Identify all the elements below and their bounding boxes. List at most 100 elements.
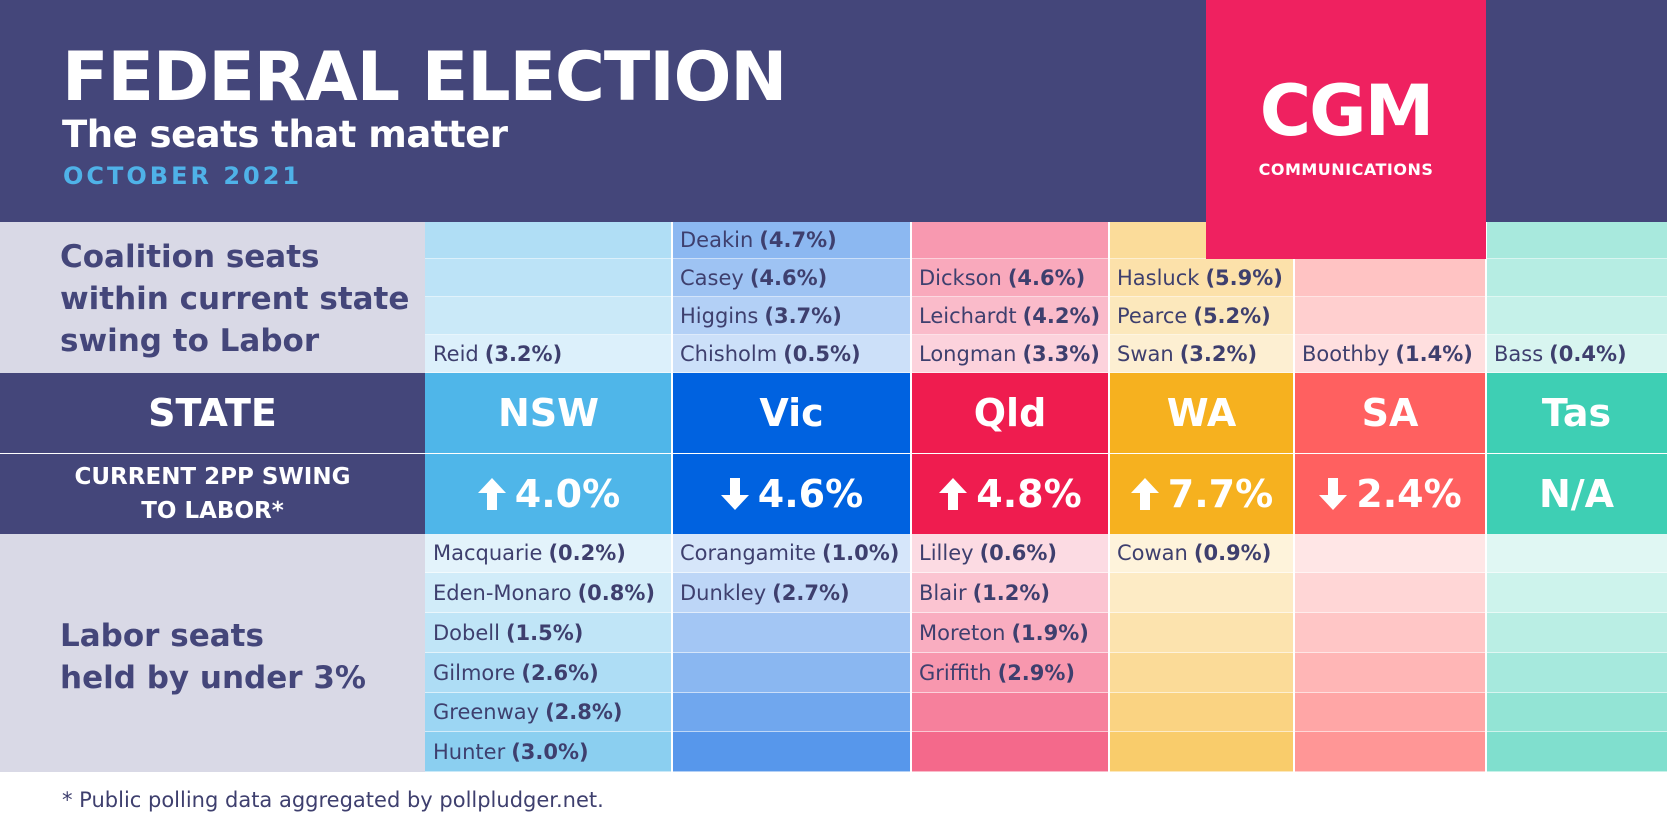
arrow-down-icon (1318, 477, 1348, 511)
page-title: FEDERAL ELECTION (62, 38, 787, 117)
arrow-up-icon (477, 477, 507, 511)
labor-seat-cell (1486, 573, 1667, 613)
coalition-seat-cell: Dickson (4.6%) (911, 259, 1109, 297)
seat-margin: (2.8%) (545, 700, 623, 724)
labor-seat-cell: Hunter (3.0%) (425, 732, 672, 772)
coalition-seat-cell: Casey (4.6%) (672, 259, 911, 297)
arrow-up-icon (938, 477, 968, 511)
seat-name: Casey (680, 265, 744, 290)
column-divider (910, 222, 912, 772)
coalition-seat-cell (1486, 259, 1667, 297)
labor-seat-cell: Cowan (0.9%) (1109, 534, 1294, 573)
seat-name: Blair (919, 580, 967, 605)
labor-seat-cell (1486, 732, 1667, 772)
state-row-label: STATE (0, 373, 425, 453)
seat-name: Boothby (1302, 341, 1390, 366)
seat-margin: (5.2%) (1193, 303, 1271, 328)
labor-seat-cell (672, 732, 911, 772)
labor-seat-cell (1486, 693, 1667, 732)
labor-seat-cell (1486, 534, 1667, 573)
coalition-seat-cell (425, 222, 672, 259)
labor-seat-cell (911, 693, 1109, 732)
swing-value: N/A (1538, 472, 1615, 516)
coalition-seats-label: Coalition seats within current state swi… (60, 239, 410, 359)
labor-seat-cell (1294, 732, 1486, 772)
column-divider (1293, 222, 1295, 772)
column-divider (1108, 222, 1110, 772)
seat-name: Dickson (919, 265, 1002, 290)
seat-name: Corangamite (680, 541, 816, 565)
seat-margin: (3.3%) (1022, 341, 1100, 366)
coalition-seat-cell (1486, 297, 1667, 335)
labor-seat-cell (1109, 653, 1294, 693)
labor-seat-cell (1109, 732, 1294, 772)
footnote: * Public polling data aggregated by poll… (62, 788, 604, 812)
seat-margin: (2.6%) (521, 660, 599, 685)
arrow-down-icon (720, 477, 750, 511)
seat-name: Moreton (919, 620, 1006, 645)
state-column-wa: Hasluck (5.9%) Pearce (5.2%) Swan (3.2%) WA 7.7… (1109, 222, 1294, 772)
seat-name: Cowan (1117, 541, 1188, 565)
seat-margin: (3.2%) (484, 341, 563, 366)
seat-margin: (0.4%) (1549, 341, 1627, 366)
swing-value-cell: 4.0% (425, 454, 672, 534)
labor-seat-cell: Moreton (1.9%) (911, 613, 1109, 653)
seat-margin: (1.9%) (1011, 620, 1089, 645)
seat-name: Hasluck (1117, 265, 1200, 290)
seat-name: Dunkley (680, 580, 767, 605)
state-column-sa: Boothby (1.4%) SA 2.4% (1294, 222, 1486, 772)
seat-name: Higgins (680, 303, 759, 328)
state-column-nsw: Reid (3.2%) NSW 4.0% Macquarie (0.2%) Eden-Mon… (425, 222, 672, 772)
seat-name: Greenway (433, 700, 540, 724)
page-subtitle: The seats that matter (62, 113, 508, 156)
seat-name: Lilley (919, 541, 974, 565)
seat-margin: (3.7%) (764, 303, 842, 328)
report-date: OCTOBER 2021 (63, 162, 303, 190)
coalition-seat-cell: Longman (3.3%) (911, 335, 1109, 373)
labor-seat-cell (1294, 693, 1486, 732)
state-name: NSW (425, 373, 672, 453)
coalition-seat-cell (911, 222, 1109, 259)
seat-name: Eden-Monaro (433, 580, 572, 605)
coalition-seat-cell: Boothby (1.4%) (1294, 335, 1486, 373)
labor-label-cell: Labor seats held by under 3% (0, 534, 425, 772)
state-name: Tas (1486, 373, 1667, 453)
state-name: Vic (672, 373, 911, 453)
column-divider (1485, 222, 1487, 772)
seat-margin: (1.0%) (821, 541, 900, 565)
logo-subtext: COMMUNICATIONS (1258, 160, 1434, 179)
labor-seat-cell (1109, 573, 1294, 613)
labor-seat-cell (1109, 693, 1294, 732)
seat-margin: (0.2%) (548, 541, 626, 565)
coalition-seat-cell (1486, 222, 1667, 259)
seat-margin: (0.8%) (577, 580, 656, 605)
state-name: WA (1109, 373, 1294, 453)
seat-margin: (4.7%) (759, 228, 837, 252)
swing-value-cell: 4.8% (911, 454, 1109, 534)
swing-value-cell: 7.7% (1109, 454, 1294, 534)
swing-value: 4.8% (976, 472, 1082, 516)
seat-name: Deakin (680, 228, 754, 252)
seat-margin: (0.6%) (979, 541, 1057, 565)
swing-value-cell: 2.4% (1294, 454, 1486, 534)
swing-value: 4.6% (757, 472, 864, 516)
labor-seat-cell: Corangamite (1.0%) (672, 534, 911, 573)
swing-value: 7.7% (1167, 472, 1274, 516)
seat-margin: (3.2%) (1179, 341, 1258, 366)
labor-seat-cell (672, 693, 911, 732)
coalition-seat-cell (425, 259, 672, 297)
coalition-seat-cell: Bass (0.4%) (1486, 335, 1667, 373)
seat-margin: (4.6%) (1007, 265, 1086, 290)
coalition-seat-cell: Pearce (5.2%) (1109, 297, 1294, 335)
coalition-seat-cell (1294, 259, 1486, 297)
labor-seat-cell: Blair (1.2%) (911, 573, 1109, 613)
labor-seat-cell: Gilmore (2.6%) (425, 653, 672, 693)
labor-seat-cell (1486, 613, 1667, 653)
state-column-qld: Dickson (4.6%) Leichardt (4.2%) Longman (3.3%… (911, 222, 1109, 772)
coalition-seat-cell: Hasluck (5.9%) (1109, 259, 1294, 297)
seat-margin: (2.9%) (997, 660, 1076, 685)
labor-seat-cell: Lilley (0.6%) (911, 534, 1109, 573)
labor-seat-cell (1109, 613, 1294, 653)
labor-seat-cell (1294, 653, 1486, 693)
seat-name: Gilmore (433, 660, 516, 685)
